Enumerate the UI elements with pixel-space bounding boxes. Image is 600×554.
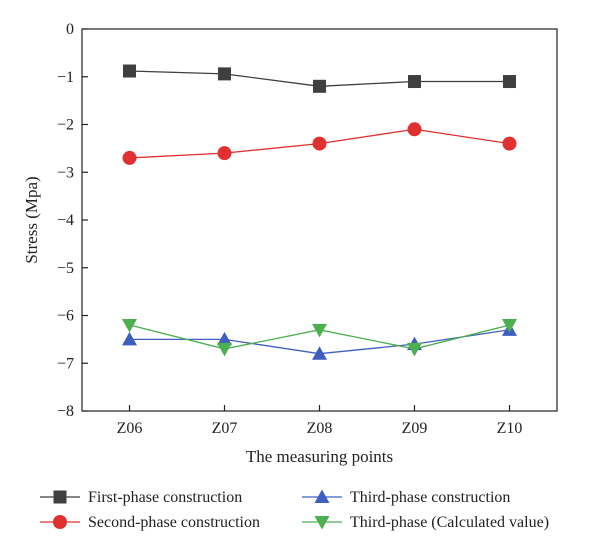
y-tick-label: −2 bbox=[57, 117, 74, 134]
x-tick-label: Z06 bbox=[117, 420, 143, 437]
data-point bbox=[122, 331, 137, 346]
legend-item: Third-phase construction bbox=[302, 489, 510, 506]
series-1 bbox=[123, 64, 516, 93]
y-tick-label: −4 bbox=[57, 212, 74, 229]
data-point bbox=[123, 64, 136, 78]
x-axis: Z06 Z07 Z08 Z09 Z10 bbox=[117, 405, 523, 437]
data-point bbox=[312, 323, 327, 338]
y-tick-label: −1 bbox=[57, 69, 74, 86]
legend-marker bbox=[314, 489, 330, 503]
legend-marker bbox=[53, 490, 67, 504]
legend-marker bbox=[53, 515, 67, 529]
data-point bbox=[502, 136, 517, 151]
y-tick-label: −6 bbox=[57, 308, 74, 325]
x-axis-title: The measuring points bbox=[246, 447, 393, 466]
x-tick-label: Z08 bbox=[307, 420, 333, 437]
data-point bbox=[408, 75, 421, 89]
y-tick-label: 0 bbox=[66, 21, 74, 38]
data-point bbox=[312, 136, 327, 151]
legend-marker bbox=[314, 516, 330, 530]
series-layer bbox=[122, 64, 517, 360]
data-point bbox=[217, 331, 232, 346]
legend-label: Third-phase (Calculated value) bbox=[350, 514, 549, 531]
series-4 bbox=[122, 319, 517, 357]
y-tick-label: −7 bbox=[57, 355, 74, 372]
data-point bbox=[122, 319, 137, 333]
legend-label: First-phase construction bbox=[88, 489, 242, 506]
legend-label: Second-phase construction bbox=[88, 514, 260, 531]
data-point bbox=[218, 67, 231, 81]
legend-label: Third-phase construction bbox=[350, 489, 510, 506]
x-tick-label: Z07 bbox=[212, 420, 238, 437]
x-tick-label: Z09 bbox=[402, 420, 428, 437]
data-point bbox=[122, 150, 137, 165]
y-axis: 0 −1 −2 −3 −4 −5 −6 −7 −8 bbox=[57, 21, 88, 420]
legend-item: Third-phase (Calculated value) bbox=[302, 514, 549, 531]
y-tick-label: −8 bbox=[57, 403, 74, 420]
data-point bbox=[502, 319, 517, 333]
legend-item: Second-phase construction bbox=[40, 514, 260, 531]
legend: First-phase construction Second-phase con… bbox=[40, 489, 549, 531]
data-point bbox=[503, 75, 516, 89]
legend-item: First-phase construction bbox=[40, 489, 242, 506]
data-point bbox=[407, 122, 422, 137]
y-tick-label: −3 bbox=[57, 164, 74, 181]
series-2 bbox=[122, 122, 517, 165]
y-tick-label: −5 bbox=[57, 260, 74, 277]
data-point bbox=[217, 146, 232, 161]
data-point bbox=[312, 346, 327, 360]
data-point bbox=[407, 342, 422, 357]
y-axis-title: Stress (Mpa) bbox=[22, 176, 41, 263]
data-point bbox=[313, 79, 326, 93]
x-tick-label: Z10 bbox=[497, 420, 523, 437]
data-point bbox=[217, 342, 232, 357]
